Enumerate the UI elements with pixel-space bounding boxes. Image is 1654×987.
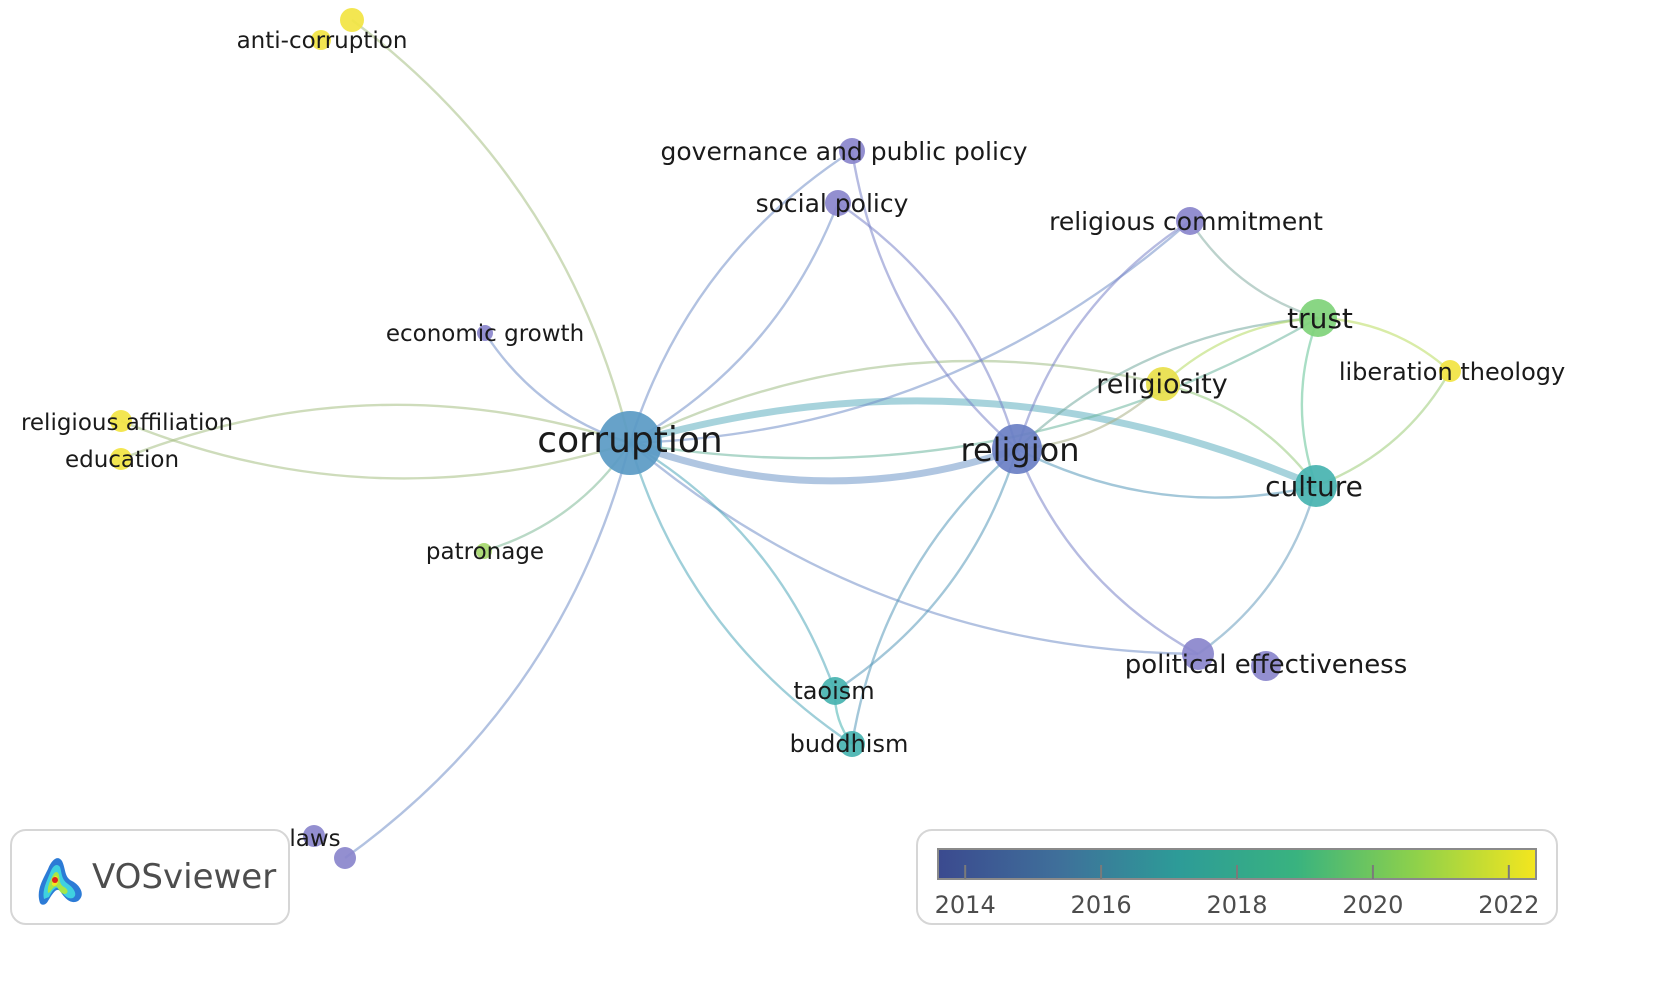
label-laws: laws [289, 826, 340, 852]
legend-tick-label-2020: 2020 [1342, 891, 1403, 919]
edge-culture-political-effectiveness [1197, 485, 1318, 655]
node-taoism[interactable] [821, 677, 849, 705]
edge-corruption-education [120, 403, 631, 461]
legend-tick-label-2022: 2022 [1478, 891, 1539, 919]
edge-trust-religiosity [1162, 316, 1319, 385]
node-religious-commitment[interactable] [1176, 207, 1204, 235]
node-political-effectiveness-dot-2[interactable] [1251, 651, 1281, 681]
edge-corruption-taoism [629, 441, 837, 692]
node-religious-affiliation[interactable] [110, 410, 132, 432]
node-social-policy[interactable] [825, 190, 851, 216]
edge-corruption-religiosity [629, 359, 1164, 445]
edge-corruption-social-policy [629, 202, 840, 445]
node-buddhism[interactable] [839, 731, 865, 757]
node-corruption[interactable] [598, 411, 662, 475]
node-religion[interactable] [992, 424, 1042, 474]
node-anti-corruption[interactable] [340, 8, 364, 32]
legend-tick-label-2018: 2018 [1206, 891, 1267, 919]
edge-religion-political-effectiveness [1015, 448, 1199, 656]
label-taoism: taoism [793, 677, 874, 705]
label-education: education [65, 447, 179, 473]
legend-scale: 2014 2016 2018 2020 2022 [935, 848, 1539, 919]
vosviewer-brand: VOSviewer [10, 829, 290, 925]
edge-corruption-governance-and-public-policy [628, 149, 853, 444]
edge-culture-liberation-theology [1315, 370, 1452, 488]
edge-corruption-political-effectiveness [629, 442, 1199, 656]
node-governance-and-public-policy[interactable] [839, 138, 865, 164]
legend-tick-label-2016: 2016 [1071, 891, 1132, 919]
edge-religion-governance-and-public-policy [850, 150, 1018, 450]
label-religious-affiliation: religious affiliation [21, 410, 233, 436]
edge-religion-religious-commitment [1015, 219, 1191, 450]
label-buddhism: buddhism [790, 730, 909, 758]
label-religiosity: religiosity [1096, 369, 1227, 400]
label-patronage: patronage [426, 539, 544, 565]
legend-tick-label-2014: 2014 [935, 891, 996, 919]
node-culture[interactable] [1295, 465, 1337, 507]
label-political-effectiveness: political effectiveness [1125, 650, 1408, 680]
vosviewer-logo-icon [38, 858, 82, 905]
node-anti-corruption-dot-2[interactable] [311, 30, 331, 50]
legend-ticks: 2014 2016 2018 2020 2022 [935, 865, 1539, 919]
label-trust: trust [1287, 302, 1353, 335]
edge-corruption-religious-commitment [629, 220, 1191, 445]
edge-corruption-religion [628, 439, 1019, 485]
edge-corruption-laws [344, 442, 632, 859]
vosviewer-name: VOSviewer [92, 857, 277, 897]
label-religion: religion [961, 431, 1080, 469]
node-political-effectiveness[interactable] [1182, 638, 1214, 670]
edge-corruption-anti-corruption [351, 19, 632, 444]
node-liberation-theology[interactable] [1439, 360, 1461, 382]
edge-corruption-buddhism [628, 442, 853, 745]
node-education[interactable] [110, 448, 132, 470]
edge-culture-trust [1300, 317, 1320, 487]
label-social-policy: social policy [756, 189, 909, 218]
network-nodes [110, 8, 1461, 869]
edge-religion-buddhism [850, 448, 1018, 745]
edge-culture-religiosity [1162, 382, 1317, 487]
label-economic-growth: economic growth [386, 321, 584, 347]
edge-corruption-religious-affiliation [120, 419, 631, 480]
label-culture: culture [1265, 470, 1363, 503]
node-trust[interactable] [1299, 299, 1337, 337]
network-labels: corruption religion culture trust religiosit… [21, 28, 1565, 852]
label-governance-and-public-policy: governance and public policy [660, 137, 1027, 166]
node-religiosity[interactable] [1146, 367, 1180, 401]
label-liberation-theology: liberation theology [1339, 358, 1565, 386]
edge-corruption-trust [629, 316, 1319, 460]
edge-corruption-culture [629, 397, 1318, 490]
edge-religion-social-policy [837, 202, 1019, 450]
node-laws-dot-2[interactable] [303, 825, 325, 847]
label-religious-commitment: religious commitment [1049, 207, 1323, 236]
node-patronage[interactable] [476, 543, 492, 559]
year-color-legend: 2014 2016 2018 2020 2022 [916, 829, 1558, 925]
edge-religion-taoism [834, 448, 1019, 693]
node-economic-growth[interactable] [477, 325, 493, 341]
label-corruption: corruption [537, 420, 722, 461]
node-laws[interactable] [334, 847, 356, 869]
edge-trust-religious-commitment [1188, 220, 1319, 320]
edge-religion-culture [1016, 447, 1317, 499]
label-anti-corruption: anti-corruption [237, 28, 408, 54]
edge-religion-trust [1016, 316, 1319, 450]
